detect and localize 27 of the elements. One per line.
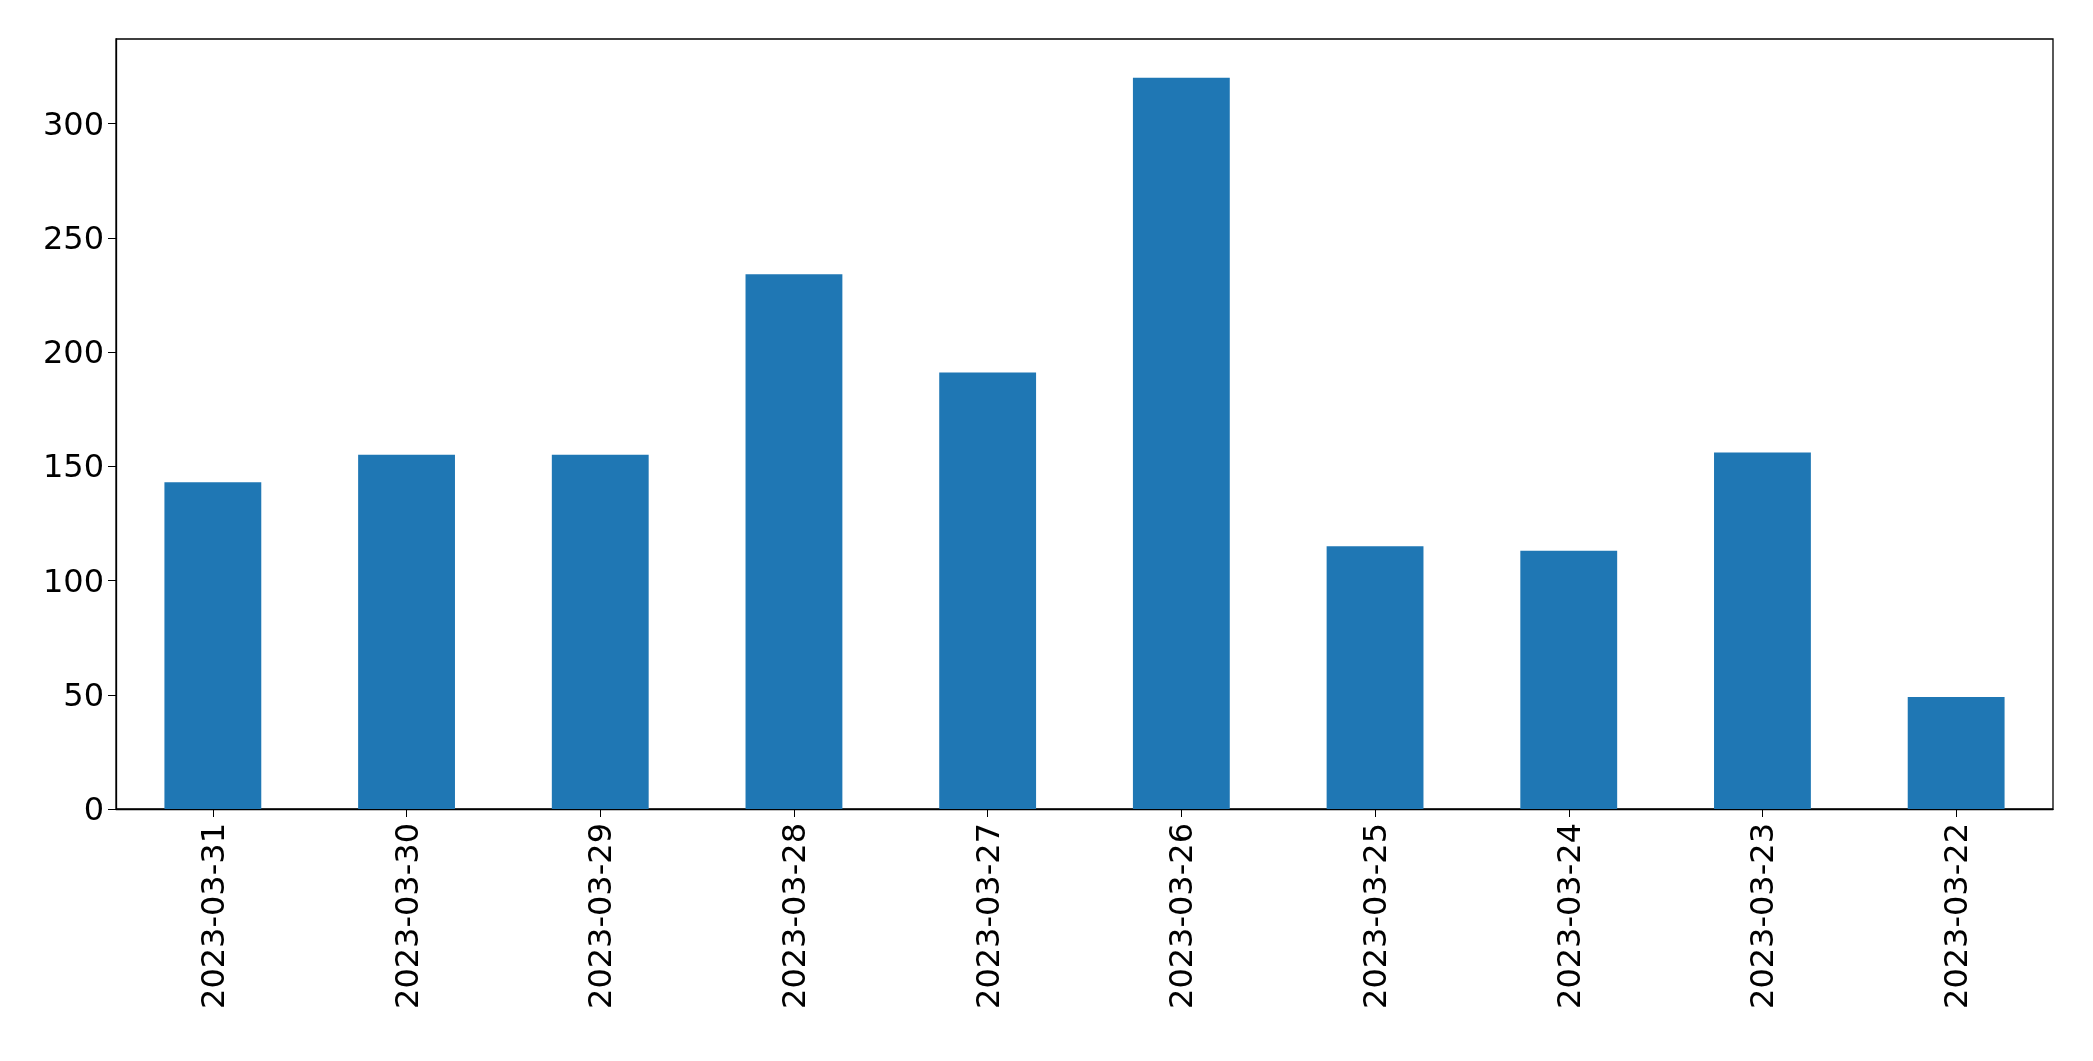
bar [358,454,455,809]
x-tick-label: 2023-03-26 [1162,823,1201,1009]
x-tick-label: 2023-03-23 [1743,823,1782,1009]
x-tick-label: 2023-03-27 [968,823,1007,1009]
bar [939,372,1037,809]
y-tick-label: 300 [42,104,104,143]
y-tick-label: 250 [42,218,104,257]
x-tick-label: 2023-03-25 [1356,823,1395,1009]
x-tick-label: 2023-03-29 [581,823,620,1009]
x-tick-label: 2023-03-24 [1549,823,1588,1009]
y-tick-label: 50 [63,675,104,714]
bar [1326,546,1424,809]
y-tick-label: 150 [42,447,104,486]
bar [1132,77,1230,809]
bar [745,274,843,809]
bar [164,482,262,809]
x-tick-label: 2023-03-22 [1937,823,1976,1009]
bar [551,454,649,809]
y-tick-label: 100 [42,561,104,600]
x-tick-label: 2023-03-31 [193,823,232,1009]
y-tick-label: 0 [83,790,104,828]
bar [1714,452,1811,809]
x-tick-label: 2023-03-30 [387,823,426,1009]
y-tick-label: 200 [42,333,104,372]
x-tick-label: 2023-03-28 [774,823,813,1009]
bar [1520,550,1618,809]
bar [1907,697,2005,809]
